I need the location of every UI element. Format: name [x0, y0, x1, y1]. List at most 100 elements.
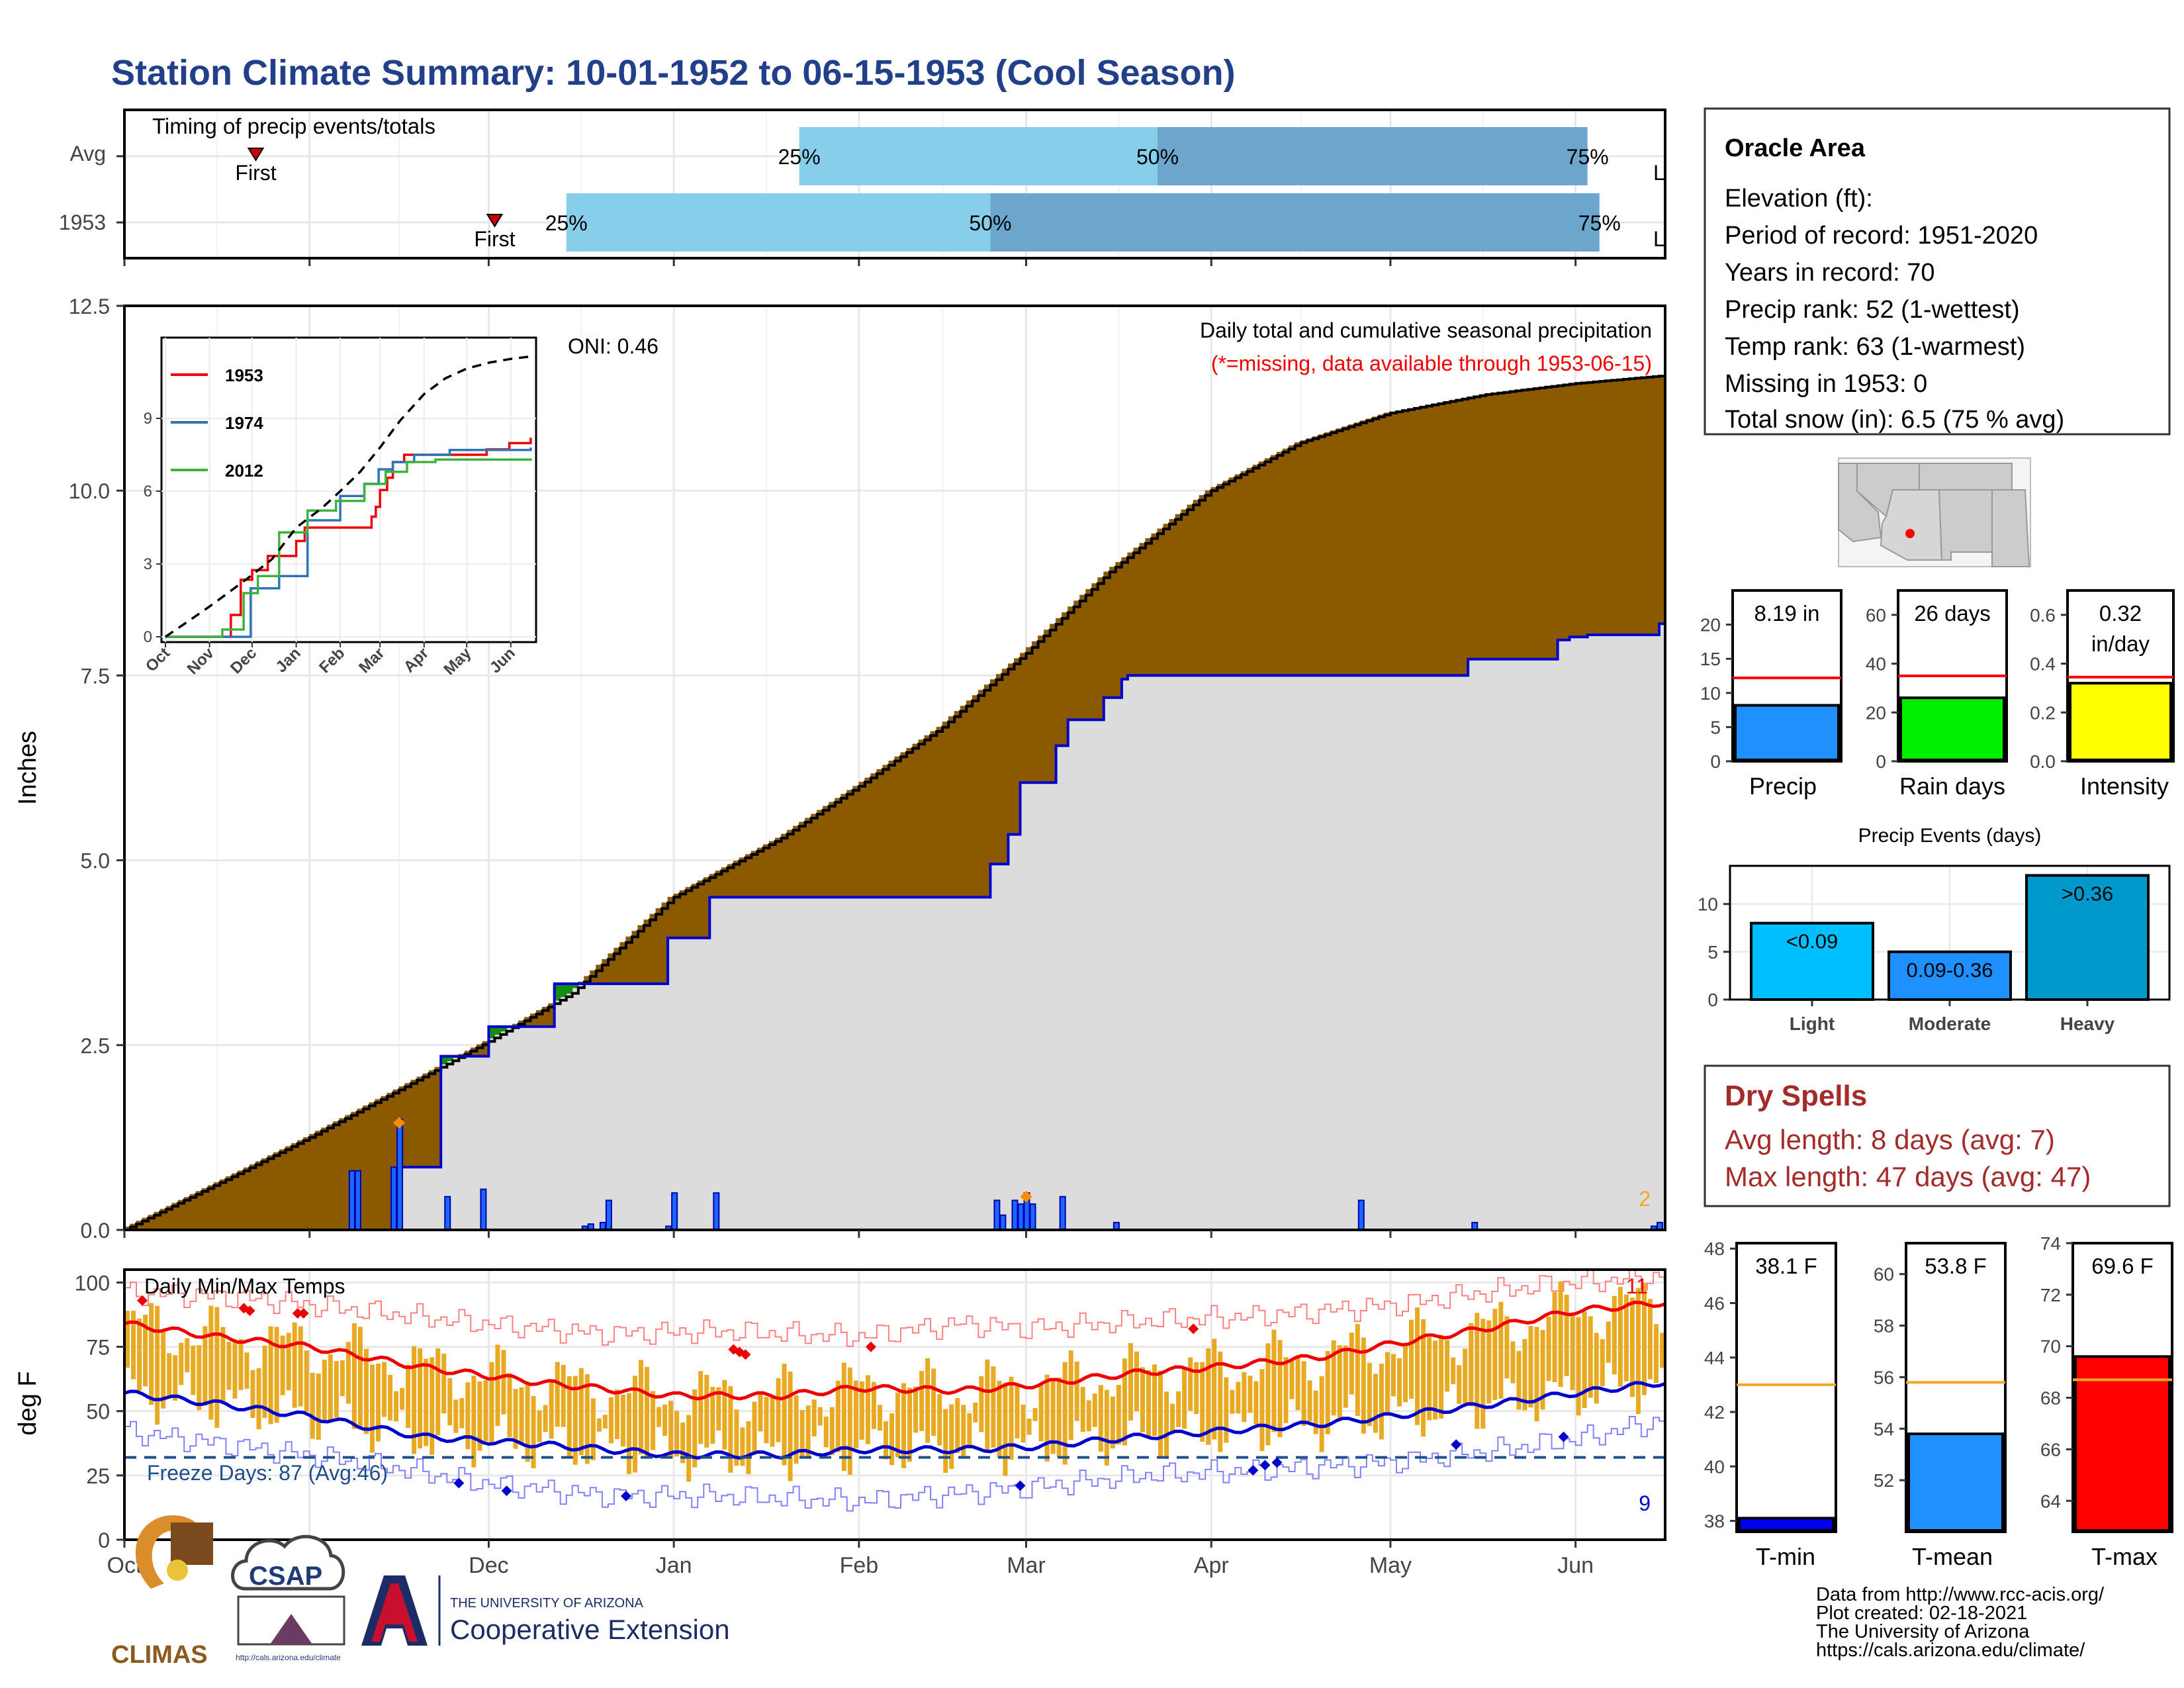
- station-box: [1704, 107, 2171, 436]
- daily-temp-bar: [1158, 1371, 1163, 1457]
- daily-temp-bar: [1331, 1340, 1336, 1416]
- daily-temp-bar: [722, 1380, 727, 1450]
- station-line-snow: Total snow (in): 6.5 (75 % avg): [1725, 406, 2064, 434]
- station-line-period: Period of record: 1951-2020: [1725, 222, 2038, 250]
- gauge-precip-y-tick-label: 10: [1700, 683, 1721, 704]
- daily-temp-bar: [1319, 1376, 1324, 1452]
- gauge-tmax-y-tick-label: 74: [2040, 1233, 2061, 1254]
- map-state-tx: [1991, 489, 2030, 567]
- daily-temp-bar: [489, 1362, 494, 1445]
- daily-temp-bar: [1451, 1357, 1456, 1384]
- daily-temp-bar: [907, 1387, 913, 1462]
- events-bar-light: [1750, 921, 1874, 1001]
- dry-spells-title: Dry Spells: [1725, 1080, 1867, 1112]
- gauge-tmean-y-tick-label: 52: [1874, 1470, 1894, 1491]
- daily-temp-bar: [1433, 1340, 1438, 1420]
- daily-temp-bar: [304, 1350, 309, 1412]
- timing-row-1953-label: 1953: [59, 211, 106, 234]
- daily-temp-bar: [400, 1387, 405, 1410]
- daily-temp-bar: [1200, 1362, 1205, 1442]
- events-x-tick-label: Light: [1790, 1013, 1835, 1034]
- daily-temp-bar: [997, 1380, 1002, 1458]
- daily-temp-bar: [256, 1368, 261, 1429]
- station-location-marker: [1905, 529, 1915, 538]
- daily-temp-bar: [1390, 1354, 1396, 1397]
- daily-temp-bar: [1098, 1385, 1103, 1452]
- daily-temp-bar: [280, 1335, 285, 1395]
- temp-y-tick-label: 25: [86, 1464, 110, 1488]
- gauge-intensity-y-tick-label: 0.2: [2030, 702, 2056, 723]
- daily-temp-bar: [835, 1380, 841, 1452]
- daily-temp-bar: [1421, 1319, 1426, 1437]
- daily-temp-bar: [865, 1375, 870, 1444]
- daily-precip-bar: [1113, 1221, 1120, 1230]
- missing-day-marker: [393, 1117, 406, 1129]
- station-line-years: Years in record: 70: [1725, 259, 1935, 287]
- daily-temp-bar: [155, 1305, 160, 1425]
- main-precip-chart: 0.0 2.5 5.0 7.5 10.0 12.5 Inches Daily total …: [14, 295, 1666, 1243]
- gauge-tmean-value-bar: [1907, 1432, 2004, 1532]
- daily-temp-bar: [1552, 1291, 1557, 1382]
- daily-temp-bar: [734, 1409, 739, 1466]
- daily-temp-bar: [179, 1342, 184, 1385]
- daily-temp-bar: [340, 1360, 345, 1397]
- main-y-tick-label: 7.5: [81, 664, 110, 688]
- map-state-nm: [1938, 489, 1995, 561]
- daily-temp-bar: [817, 1407, 823, 1426]
- daily-temp-bar: [1564, 1295, 1569, 1376]
- daily-temp-bar: [1373, 1374, 1378, 1433]
- gauge-precip-value-bar: [1734, 704, 1840, 762]
- daily-temp-bar: [799, 1409, 805, 1457]
- timing-row-avg-label: Avg: [69, 142, 106, 165]
- record-low-line: [124, 1416, 1665, 1512]
- daily-temp-bar: [770, 1395, 775, 1447]
- daily-temp-bar: [292, 1322, 297, 1408]
- daily-precip-bar: [665, 1225, 672, 1230]
- timing-first-label: First: [474, 227, 515, 251]
- daily-temp-bar: [657, 1407, 662, 1427]
- missing-count: 2: [1639, 1187, 1651, 1211]
- daily-temp-bar: [937, 1394, 942, 1446]
- timing-label: Timing of precip events/totals: [152, 114, 435, 138]
- daily-temp-bar: [394, 1391, 399, 1422]
- daily-precip-bar: [605, 1199, 612, 1230]
- events-bar-heavy: [2025, 874, 2150, 1002]
- events-x-tick-label: Moderate: [1909, 1013, 1991, 1034]
- daily-temp-bar: [203, 1326, 208, 1406]
- gauge-tmax-y-tick-label: 68: [2040, 1388, 2061, 1409]
- daily-temp-bar: [412, 1346, 417, 1454]
- timing-bar-25-50: [799, 127, 1158, 185]
- daily-temp-bar: [829, 1407, 835, 1456]
- gauge-rain-days-value-bar: [1899, 696, 2005, 761]
- temp-y-tick-label: 75: [86, 1336, 110, 1360]
- daily-temp-bar: [883, 1421, 888, 1460]
- daily-temp-bar: [214, 1307, 220, 1428]
- temp-y-tick-label: 100: [75, 1271, 110, 1295]
- daily-temp-bar: [811, 1399, 817, 1436]
- gauge-tmax: 64 66 68 70 72 74 69.6 F T-max: [2040, 1233, 2173, 1570]
- daily-temp-bar: [841, 1362, 846, 1472]
- map-state-co: [1919, 463, 2013, 491]
- daily-temp-bar: [250, 1370, 255, 1418]
- inset-average-line: [165, 355, 531, 638]
- temp-plot-border: [123, 1268, 1666, 1541]
- daily-temp-bar: [1457, 1365, 1462, 1404]
- daily-temp-bar: [268, 1326, 273, 1425]
- inset-y-tick-label: 0: [144, 628, 152, 646]
- gauge-tmin-y-tick-label: 42: [1704, 1402, 1725, 1423]
- daily-precip-bar: [480, 1188, 487, 1230]
- inset-y-tick-label: 6: [144, 483, 152, 500]
- daily-temp-bar: [1600, 1339, 1605, 1387]
- daily-temp-bar: [1176, 1391, 1181, 1427]
- record-low-marker: [1451, 1439, 1462, 1450]
- daily-temp-bar: [226, 1342, 232, 1390]
- legend-label-1953: 1953: [225, 365, 263, 385]
- daily-temp-bar: [1056, 1377, 1062, 1458]
- dry-spells-avg: Avg length: 8 days (avg: 7): [1725, 1124, 2055, 1155]
- daily-temp-bar: [1409, 1319, 1414, 1399]
- daily-temp-bar: [1635, 1288, 1641, 1415]
- footer-line-url: https://cals.arizona.edu/climate/: [1816, 1640, 2085, 1661]
- daily-temp-bar: [1576, 1317, 1581, 1416]
- daily-temp-bar: [519, 1387, 524, 1446]
- gauge-intensity-value-label-2: in/day: [2091, 632, 2150, 656]
